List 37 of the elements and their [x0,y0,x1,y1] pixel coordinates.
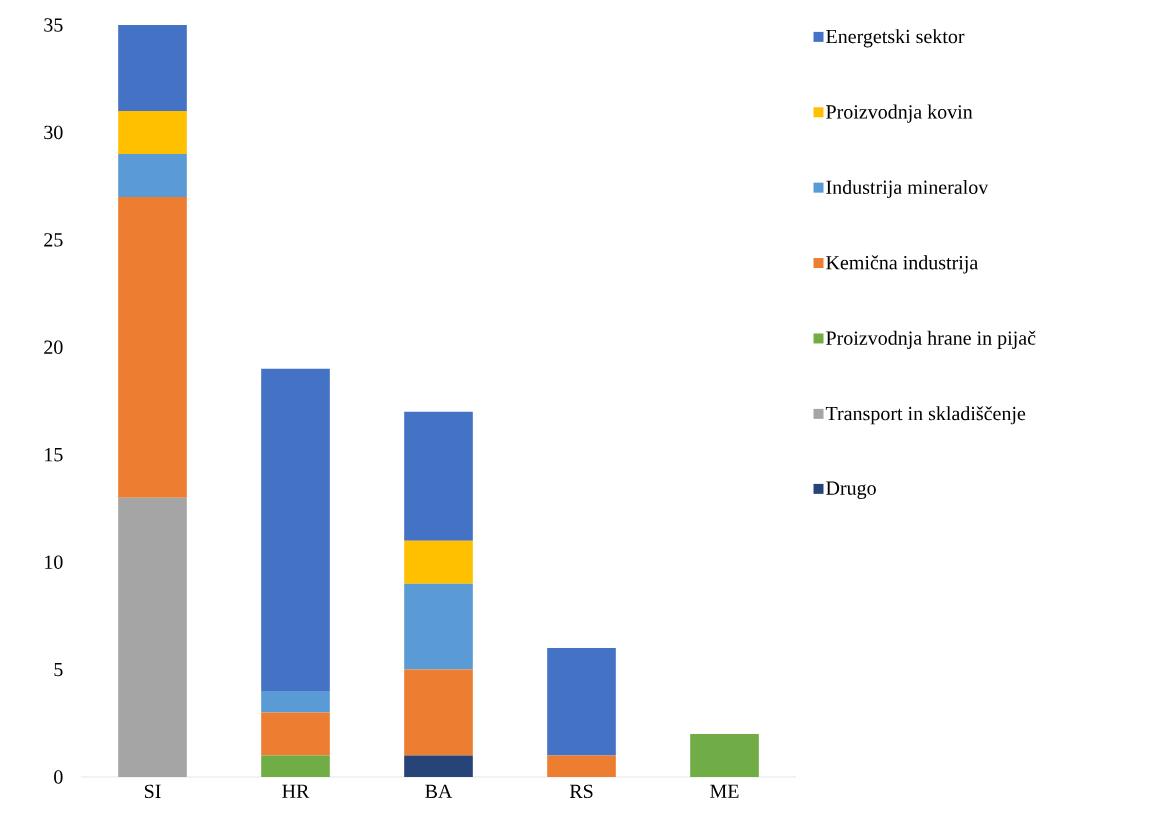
legend-label: Proizvodnja hrane in pijač [826,330,1036,349]
bar [118,196,187,498]
legend-label: Industrija mineralov [826,179,989,199]
y-tick-label: 20 [44,340,63,355]
bar [261,691,330,713]
bar [118,25,187,111]
y-tick-label: 30 [44,125,63,140]
legend-label: Proizvodnja kovin [826,104,973,123]
bar [261,368,330,692]
y-tick-label: 0 [54,770,63,784]
bar [547,648,616,756]
x-tick-label: SI [144,784,161,799]
legend-label: Kemična industrija [826,255,978,274]
y-tick-label: 10 [45,555,63,569]
legend-label: Transport in skladiščenje [825,406,1026,425]
bar [118,153,187,197]
bar [404,755,473,777]
x-tick-label: HR [282,784,310,798]
y-tick-label: 15 [45,448,63,462]
bar [118,497,187,777]
x-tick-label: BA [425,784,453,798]
bar [404,583,473,670]
bar [261,712,330,756]
bar [261,755,330,777]
x-tick-label: RS [569,784,593,799]
bar [404,540,473,584]
y-tick-label: 35 [44,18,63,32]
x-tick-label: ME [710,784,739,798]
bar [547,755,616,777]
y-tick-label: 5 [54,662,63,677]
bar [404,411,473,541]
legend-label: Drugo [826,481,876,499]
y-tick-label: 25 [44,233,63,247]
bar [118,110,187,154]
bar [404,669,473,756]
bar [690,734,759,777]
legend-label: Energetski sektor [826,29,965,48]
